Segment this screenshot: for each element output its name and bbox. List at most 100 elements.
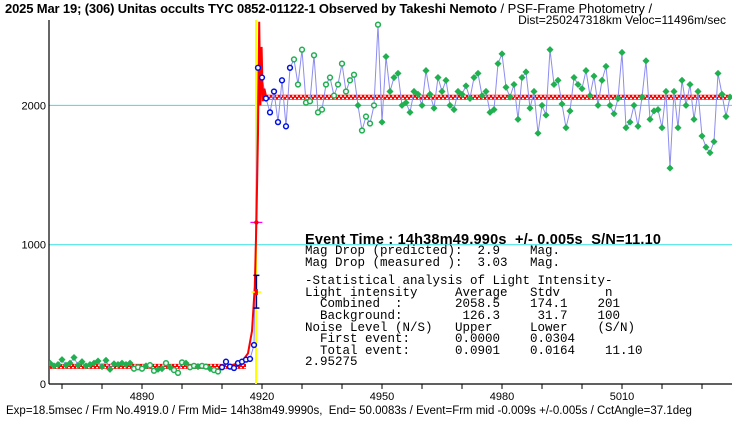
data-point: [558, 100, 566, 108]
data-point: [638, 93, 646, 101]
data-point: [378, 118, 386, 126]
data-point: [722, 113, 730, 121]
geometry-info: Dist=250247318km Veloc=11496m/sec: [518, 13, 726, 27]
data-point: [602, 62, 610, 70]
data-point: [298, 46, 306, 53]
data-point: [362, 113, 370, 120]
data-point: [318, 106, 326, 113]
chart-title: 2025 Mar 19; (306) Unitas occults TYC 08…: [5, 1, 652, 16]
event-time: Event Time : 14h38m49.990s +/- 0.005s S/…: [305, 232, 662, 248]
data-point: [478, 92, 486, 100]
title-method: / PSF-Frame Photometry /: [496, 1, 653, 16]
noise-total-event-row: Total event: 0.0901 0.0164 11.10: [305, 343, 643, 358]
data-point: [290, 56, 298, 63]
data-point: [74, 361, 82, 369]
data-point: [690, 115, 698, 123]
data-point: [462, 82, 470, 90]
mag-drop-predicted: Mag Drop (predicted): 2.9 Mag.: [305, 244, 561, 258]
exposure-info: Exp=18.5msec / Frm No.4919.0 / Frm Mid= …: [6, 405, 692, 417]
data-point: [310, 52, 318, 59]
data-point: [406, 108, 414, 116]
title-main: 2025 Mar 19; (306) Unitas occults TYC 08…: [5, 1, 497, 16]
data-point: [338, 60, 346, 67]
data-point: [606, 101, 614, 109]
stats-heading: -Statistical analysis of Light Intensity…: [305, 274, 613, 289]
data-point: [666, 164, 674, 172]
data-point: [218, 364, 226, 371]
data-point: [70, 353, 78, 362]
data-point: [506, 93, 514, 101]
data-point: [678, 76, 686, 84]
model-fit-curve: [229, 21, 271, 367]
data-point: [146, 362, 154, 369]
data-point: [526, 104, 534, 112]
data-point: [702, 143, 710, 151]
data-point: [518, 74, 526, 82]
data-point: [250, 341, 258, 349]
data-point: [270, 88, 278, 95]
data-point: [726, 93, 732, 101]
data-point: [214, 368, 222, 375]
data-point: [174, 369, 182, 377]
x-tick-label: 4920: [250, 391, 274, 403]
data-point: [350, 71, 358, 78]
statistics-panel: Mag Drop (predicted): 2.9 Mag. Mag Drop …: [305, 244, 643, 369]
data-point: [254, 64, 262, 71]
data-point: [662, 87, 670, 96]
y-tick-label: 1000: [22, 240, 46, 252]
half-level-point: [254, 220, 259, 225]
data-point: [566, 107, 574, 115]
data-point: [538, 101, 546, 109]
data-point: [710, 138, 718, 146]
y-tick-label: 2000: [22, 100, 46, 112]
data-point: [574, 80, 582, 89]
data-point: [102, 356, 110, 364]
data-point: [470, 74, 478, 82]
data-point: [334, 81, 342, 88]
data-point: [382, 53, 390, 61]
data-point: [390, 74, 398, 82]
data-point: [586, 92, 594, 100]
data-point: [618, 48, 626, 57]
data-point: [306, 98, 314, 105]
data-point: [54, 360, 62, 369]
data-point: [358, 127, 366, 134]
data-point: [622, 124, 630, 132]
data-point: [698, 132, 706, 140]
stats-background-row: Background: 126.3 31.7 100: [305, 308, 621, 323]
data-point: [446, 101, 454, 109]
event-point: [254, 289, 258, 296]
data-point: [582, 67, 590, 75]
data-point: [682, 101, 690, 109]
data-point: [474, 69, 482, 77]
data-point: [222, 358, 230, 365]
data-point: [330, 92, 338, 99]
data-point: [286, 64, 294, 71]
data-point: [646, 115, 654, 123]
data-point: [278, 77, 286, 84]
data-point: [550, 80, 558, 89]
data-point: [694, 87, 702, 96]
data-point: [502, 83, 510, 91]
data-point: [610, 110, 618, 118]
data-point: [430, 104, 438, 112]
stats-combined-row: Combined : 2058.5 174.1 201: [305, 297, 621, 312]
data-point: [614, 94, 622, 102]
data-point: [706, 149, 714, 157]
data-point: [418, 101, 426, 109]
data-point: [438, 87, 446, 96]
x-tick-label: 4950: [370, 391, 394, 403]
data-point: [534, 129, 542, 137]
data-point: [634, 122, 642, 130]
data-point: [642, 57, 650, 65]
data-point: [598, 76, 606, 84]
data-point: [686, 80, 694, 89]
x-tick-label: 4890: [130, 391, 154, 403]
data-point: [422, 67, 430, 75]
data-point: [322, 81, 330, 88]
data-point: [626, 118, 634, 126]
data-point: [170, 366, 178, 374]
data-point: [66, 359, 74, 367]
